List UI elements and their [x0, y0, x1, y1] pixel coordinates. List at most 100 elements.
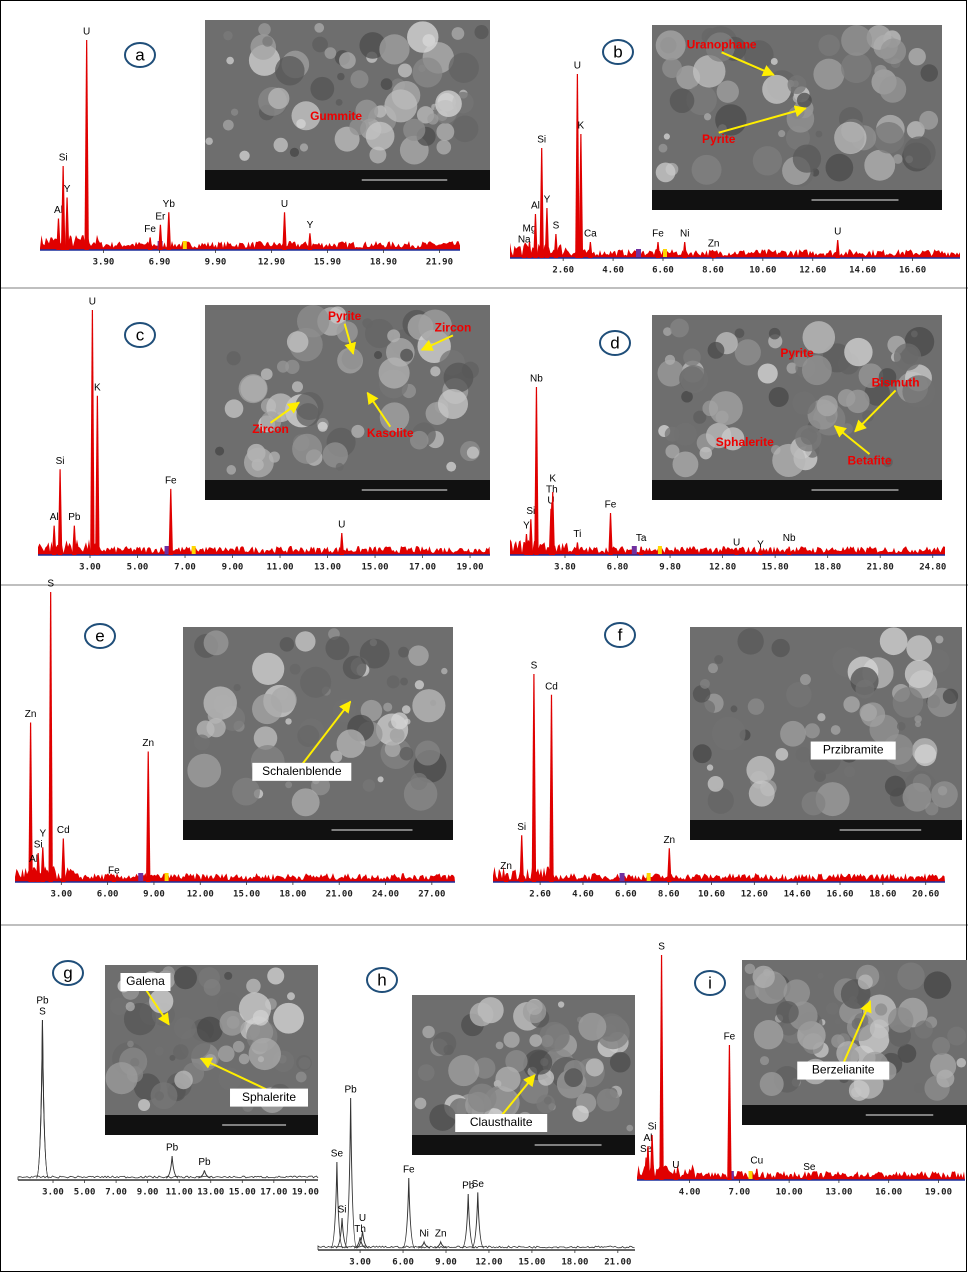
- sem-grain: [436, 140, 451, 155]
- sem-grain: [435, 90, 462, 117]
- sem-grain: [947, 1027, 966, 1046]
- sem-grain: [826, 1002, 838, 1014]
- spectrum-peak: [836, 240, 840, 258]
- spectrum-peak: [534, 387, 538, 555]
- x-tick-label: 24.80: [919, 563, 946, 573]
- sem-grain: [226, 465, 236, 475]
- peak-label: Se: [472, 1179, 485, 1190]
- peak-label: S: [531, 661, 538, 672]
- peak-label: Se: [640, 1144, 653, 1155]
- sem-grain: [467, 447, 479, 459]
- x-tick-label: 18.80: [814, 563, 841, 573]
- sem-grain: [737, 628, 763, 654]
- sem-grain: [452, 115, 479, 142]
- baseline-noise: [493, 866, 945, 882]
- sem-grain: [692, 155, 722, 185]
- sem-grain: [205, 137, 212, 144]
- sem-grain: [656, 163, 676, 183]
- x-tick-label: 3.80: [554, 563, 576, 573]
- x-tick-label: 12.60: [741, 890, 768, 900]
- sem-grain: [384, 89, 417, 122]
- peak-label: Ca: [584, 229, 597, 240]
- peak-label: U: [359, 1213, 366, 1224]
- sem-grain: [769, 328, 781, 340]
- sem-grain: [831, 725, 841, 735]
- sem-grain: [410, 773, 427, 790]
- spectrum-peak: [608, 513, 612, 555]
- x-tick-label: 4.60: [572, 890, 594, 900]
- image-label: Kasolite: [367, 426, 414, 440]
- peak-label: Th: [546, 484, 558, 495]
- sem-grain: [680, 365, 708, 393]
- baseline-noise: [15, 866, 455, 882]
- x-tick-label: 7.00: [174, 563, 196, 573]
- x-tick-label: 5.00: [74, 1188, 96, 1198]
- sem-grain: [714, 655, 723, 664]
- peak-label: Nb: [783, 533, 796, 544]
- marker-band: [620, 873, 625, 881]
- image-label: Przibramite: [823, 743, 884, 757]
- sem-grain: [813, 59, 844, 90]
- x-tick-label: 21.90: [426, 258, 453, 268]
- spectrum-peak: [549, 695, 553, 882]
- sem-grain: [204, 979, 221, 996]
- sem-grain: [239, 151, 249, 161]
- sem-grain: [914, 715, 921, 722]
- peak-label: Fe: [724, 1032, 736, 1043]
- sem-grain: [197, 1017, 223, 1043]
- sem-grain: [564, 1068, 583, 1087]
- sem-grain: [730, 705, 737, 712]
- image-label: Galena: [126, 974, 165, 988]
- sem-grain: [127, 1041, 134, 1048]
- spectrum-peak: [72, 526, 76, 555]
- peak-label: Pb: [166, 1143, 179, 1154]
- x-tick-label: 18.60: [869, 890, 896, 900]
- sem-grain: [504, 1032, 520, 1048]
- sem-grain: [749, 781, 775, 807]
- sem-grain: [693, 744, 712, 763]
- x-tick-label: 8.60: [702, 266, 724, 276]
- x-tick-label: 21.00: [604, 1258, 631, 1268]
- x-tick-label: 16.60: [899, 266, 926, 276]
- sem-grain: [659, 144, 668, 153]
- sem-grain: [381, 78, 393, 90]
- sem-grain: [138, 1099, 150, 1111]
- baseline-noise: [510, 539, 945, 555]
- sem-grain: [670, 88, 695, 113]
- spectrum-peak: [166, 1156, 178, 1178]
- peak-label: Cu: [750, 1155, 763, 1166]
- peak-label: Y: [64, 184, 71, 195]
- sem-grain: [110, 998, 127, 1015]
- spectrum-peak: [48, 592, 52, 882]
- sem-grain: [597, 1089, 620, 1112]
- sem-grain: [391, 712, 408, 729]
- sem-grain: [285, 781, 292, 788]
- sem-grain: [664, 133, 670, 139]
- x-tick-label: 18.00: [561, 1258, 588, 1268]
- sem-grain: [528, 1051, 552, 1075]
- sem-grain: [844, 338, 872, 366]
- sem-grain: [656, 30, 686, 60]
- panel-letter: d: [610, 333, 619, 352]
- sem-grain: [223, 120, 234, 131]
- sem-grain: [292, 788, 320, 816]
- sem-grain: [626, 1125, 633, 1132]
- x-tick-label: 17.00: [409, 563, 436, 573]
- x-tick-label: 11.00: [166, 1188, 193, 1198]
- sem-grain: [350, 70, 368, 88]
- sem-grain: [337, 73, 344, 80]
- sem-grain: [402, 705, 411, 714]
- sem-grain: [227, 351, 241, 365]
- sem-grain: [862, 410, 874, 422]
- sem-grain: [378, 776, 384, 782]
- sem-grain: [106, 1062, 138, 1094]
- sem-grain: [390, 728, 405, 743]
- panel-letter: c: [136, 325, 145, 344]
- sem-grain: [753, 966, 775, 988]
- x-tick-label: 15.90: [314, 258, 341, 268]
- spectrum-peak: [308, 233, 312, 250]
- sem-grain: [700, 679, 710, 689]
- peak-label: Fe: [165, 475, 177, 486]
- sem-grain: [708, 776, 724, 792]
